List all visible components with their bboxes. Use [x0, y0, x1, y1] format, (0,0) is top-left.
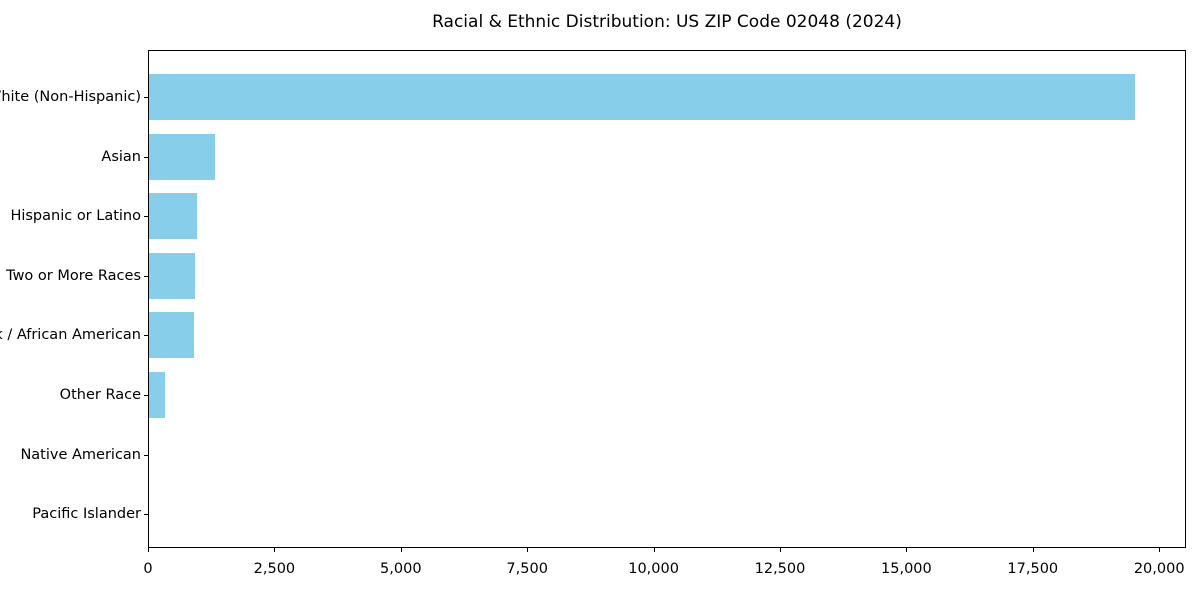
x-axis-tick — [400, 548, 402, 552]
x-tick-label: 20,000 — [1133, 561, 1185, 577]
x-axis-tick — [906, 548, 908, 552]
x-tick-label: 15,000 — [881, 561, 932, 577]
y-axis-tick — [144, 275, 148, 277]
x-axis-tick — [653, 548, 655, 552]
y-axis-tick — [144, 514, 148, 516]
bar-two-or-more-races — [149, 252, 195, 299]
x-tick-label: 0 — [143, 561, 153, 577]
y-axis-tick — [144, 454, 148, 456]
plot-area — [148, 50, 1186, 548]
bar-black-african-american — [149, 312, 194, 359]
y-tick-label: Hispanic or Latino — [10, 208, 141, 225]
y-axis-tick — [144, 395, 148, 396]
bar-hispanic-or-latino — [149, 193, 198, 240]
bar-asian — [149, 133, 215, 180]
x-tick-label: 12,500 — [754, 561, 806, 577]
y-tick-label: White (Non-Hispanic) — [0, 89, 141, 105]
x-axis-tick — [780, 548, 781, 552]
y-axis-tick — [144, 97, 148, 98]
x-axis-tick — [148, 548, 149, 552]
y-axis-tick — [144, 335, 148, 337]
x-axis-tick — [1159, 548, 1161, 552]
y-axis-tick — [144, 156, 148, 158]
y-tick-label: Other Race — [59, 387, 141, 403]
x-tick-label: 7,500 — [506, 561, 548, 577]
bar-other-race — [149, 372, 165, 418]
y-tick-label: Black / African American — [0, 327, 141, 344]
x-axis-tick — [1032, 548, 1034, 552]
chart-title: Racial & Ethnic Distribution: US ZIP Cod… — [432, 12, 902, 32]
x-axis-tick — [274, 548, 276, 552]
y-tick-label: Two or More Races — [6, 267, 141, 284]
x-axis-tick — [527, 548, 529, 552]
y-axis-tick — [144, 216, 148, 218]
x-tick-label: 2,500 — [253, 561, 296, 577]
y-tick-label: Native American — [20, 446, 141, 463]
bar-white-non-hispanic — [149, 74, 1135, 120]
x-tick-label: 10,000 — [628, 561, 679, 577]
y-tick-label: Pacific Islander — [32, 506, 141, 523]
y-tick-label: Asian — [101, 148, 141, 165]
x-tick-label: 17,500 — [1007, 561, 1059, 577]
x-tick-label: 5,000 — [380, 561, 422, 577]
